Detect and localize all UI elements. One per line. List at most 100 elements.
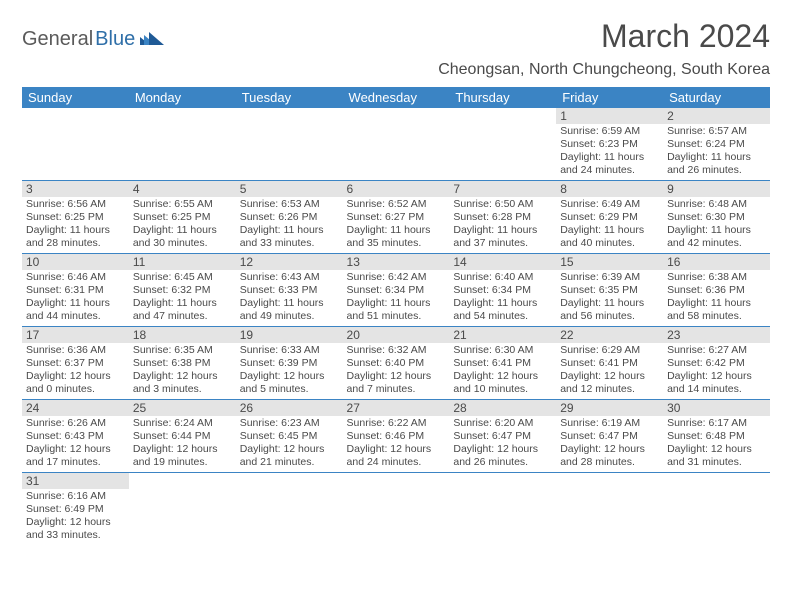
day-details: Sunrise: 6:40 AMSunset: 6:34 PMDaylight:… <box>449 270 556 326</box>
day-details: Sunrise: 6:52 AMSunset: 6:27 PMDaylight:… <box>343 197 450 253</box>
sunset-text: Sunset: 6:38 PM <box>133 357 232 370</box>
calendar-day-cell: 27Sunrise: 6:22 AMSunset: 6:46 PMDayligh… <box>343 400 450 473</box>
day-number: 1 <box>556 108 663 124</box>
sunrise-text: Sunrise: 6:24 AM <box>133 417 232 430</box>
sunset-text: Sunset: 6:33 PM <box>240 284 339 297</box>
calendar-day-cell: 22Sunrise: 6:29 AMSunset: 6:41 PMDayligh… <box>556 327 663 400</box>
sunset-text: Sunset: 6:34 PM <box>347 284 446 297</box>
day-number: 5 <box>236 181 343 197</box>
sunset-text: Sunset: 6:43 PM <box>26 430 125 443</box>
day-details: Sunrise: 6:42 AMSunset: 6:34 PMDaylight:… <box>343 270 450 326</box>
sunrise-text: Sunrise: 6:53 AM <box>240 198 339 211</box>
day-details: Sunrise: 6:56 AMSunset: 6:25 PMDaylight:… <box>22 197 129 253</box>
day-details: Sunrise: 6:29 AMSunset: 6:41 PMDaylight:… <box>556 343 663 399</box>
day-details: Sunrise: 6:22 AMSunset: 6:46 PMDaylight:… <box>343 416 450 472</box>
sunrise-text: Sunrise: 6:17 AM <box>667 417 766 430</box>
calendar-day-cell: 10Sunrise: 6:46 AMSunset: 6:31 PMDayligh… <box>22 254 129 327</box>
calendar-day-cell: 26Sunrise: 6:23 AMSunset: 6:45 PMDayligh… <box>236 400 343 473</box>
logo-text-general: General <box>22 28 93 51</box>
calendar-day-cell: 15Sunrise: 6:39 AMSunset: 6:35 PMDayligh… <box>556 254 663 327</box>
day-details: Sunrise: 6:30 AMSunset: 6:41 PMDaylight:… <box>449 343 556 399</box>
day-details: Sunrise: 6:26 AMSunset: 6:43 PMDaylight:… <box>22 416 129 472</box>
day-number: 16 <box>663 254 770 270</box>
calendar-day-cell: 18Sunrise: 6:35 AMSunset: 6:38 PMDayligh… <box>129 327 236 400</box>
calendar-day-cell: 7Sunrise: 6:50 AMSunset: 6:28 PMDaylight… <box>449 181 556 254</box>
daylight-text: Daylight: 11 hours and 30 minutes. <box>133 224 232 250</box>
weekday-header: Tuesday <box>236 87 343 108</box>
day-details: Sunrise: 6:48 AMSunset: 6:30 PMDaylight:… <box>663 197 770 253</box>
sunrise-text: Sunrise: 6:42 AM <box>347 271 446 284</box>
calendar-day-cell: 23Sunrise: 6:27 AMSunset: 6:42 PMDayligh… <box>663 327 770 400</box>
day-number: 21 <box>449 327 556 343</box>
sunset-text: Sunset: 6:46 PM <box>347 430 446 443</box>
sunset-text: Sunset: 6:37 PM <box>26 357 125 370</box>
daylight-text: Daylight: 12 hours and 21 minutes. <box>240 443 339 469</box>
weekday-header-row: Sunday Monday Tuesday Wednesday Thursday… <box>22 87 770 108</box>
daylight-text: Daylight: 12 hours and 14 minutes. <box>667 370 766 396</box>
calendar-day-cell: 24Sunrise: 6:26 AMSunset: 6:43 PMDayligh… <box>22 400 129 473</box>
calendar-day-cell: 28Sunrise: 6:20 AMSunset: 6:47 PMDayligh… <box>449 400 556 473</box>
daylight-text: Daylight: 12 hours and 7 minutes. <box>347 370 446 396</box>
sunset-text: Sunset: 6:31 PM <box>26 284 125 297</box>
day-details: Sunrise: 6:33 AMSunset: 6:39 PMDaylight:… <box>236 343 343 399</box>
calendar-day-cell <box>236 108 343 181</box>
calendar-day-cell: 30Sunrise: 6:17 AMSunset: 6:48 PMDayligh… <box>663 400 770 473</box>
calendar-day-cell <box>663 473 770 546</box>
calendar-day-cell <box>449 473 556 546</box>
weekday-header: Friday <box>556 87 663 108</box>
day-number: 17 <box>22 327 129 343</box>
daylight-text: Daylight: 12 hours and 26 minutes. <box>453 443 552 469</box>
day-details: Sunrise: 6:23 AMSunset: 6:45 PMDaylight:… <box>236 416 343 472</box>
sunrise-text: Sunrise: 6:57 AM <box>667 125 766 138</box>
calendar-day-cell: 25Sunrise: 6:24 AMSunset: 6:44 PMDayligh… <box>129 400 236 473</box>
daylight-text: Daylight: 11 hours and 40 minutes. <box>560 224 659 250</box>
daylight-text: Daylight: 12 hours and 33 minutes. <box>26 516 125 542</box>
daylight-text: Daylight: 12 hours and 12 minutes. <box>560 370 659 396</box>
sunset-text: Sunset: 6:39 PM <box>240 357 339 370</box>
sunrise-text: Sunrise: 6:23 AM <box>240 417 339 430</box>
day-details: Sunrise: 6:27 AMSunset: 6:42 PMDaylight:… <box>663 343 770 399</box>
day-details: Sunrise: 6:46 AMSunset: 6:31 PMDaylight:… <box>22 270 129 326</box>
calendar-day-cell: 8Sunrise: 6:49 AMSunset: 6:29 PMDaylight… <box>556 181 663 254</box>
day-number: 4 <box>129 181 236 197</box>
sunrise-text: Sunrise: 6:30 AM <box>453 344 552 357</box>
header: General Blue March 2024 Cheongsan, North… <box>22 18 770 79</box>
sunset-text: Sunset: 6:23 PM <box>560 138 659 151</box>
daylight-text: Daylight: 12 hours and 17 minutes. <box>26 443 125 469</box>
day-number: 19 <box>236 327 343 343</box>
day-number: 31 <box>22 473 129 489</box>
calendar-day-cell: 9Sunrise: 6:48 AMSunset: 6:30 PMDaylight… <box>663 181 770 254</box>
sunrise-text: Sunrise: 6:29 AM <box>560 344 659 357</box>
daylight-text: Daylight: 11 hours and 35 minutes. <box>347 224 446 250</box>
calendar-day-cell <box>129 108 236 181</box>
day-number: 26 <box>236 400 343 416</box>
calendar-day-cell: 16Sunrise: 6:38 AMSunset: 6:36 PMDayligh… <box>663 254 770 327</box>
calendar-week-row: 10Sunrise: 6:46 AMSunset: 6:31 PMDayligh… <box>22 254 770 327</box>
calendar-day-cell <box>556 473 663 546</box>
day-number: 12 <box>236 254 343 270</box>
day-number: 3 <box>22 181 129 197</box>
calendar-day-cell <box>343 108 450 181</box>
sunset-text: Sunset: 6:40 PM <box>347 357 446 370</box>
sunset-text: Sunset: 6:41 PM <box>560 357 659 370</box>
flag-icon <box>140 29 166 50</box>
sunset-text: Sunset: 6:27 PM <box>347 211 446 224</box>
day-details: Sunrise: 6:17 AMSunset: 6:48 PMDaylight:… <box>663 416 770 472</box>
logo: General Blue <box>22 28 166 51</box>
weekday-header: Thursday <box>449 87 556 108</box>
calendar-day-cell: 11Sunrise: 6:45 AMSunset: 6:32 PMDayligh… <box>129 254 236 327</box>
title-block: March 2024 Cheongsan, North Chungcheong,… <box>438 18 770 79</box>
calendar-day-cell <box>449 108 556 181</box>
daylight-text: Daylight: 11 hours and 33 minutes. <box>240 224 339 250</box>
day-details: Sunrise: 6:55 AMSunset: 6:25 PMDaylight:… <box>129 197 236 253</box>
sunset-text: Sunset: 6:45 PM <box>240 430 339 443</box>
calendar-day-cell: 29Sunrise: 6:19 AMSunset: 6:47 PMDayligh… <box>556 400 663 473</box>
day-details: Sunrise: 6:57 AMSunset: 6:24 PMDaylight:… <box>663 124 770 180</box>
sunset-text: Sunset: 6:44 PM <box>133 430 232 443</box>
sunset-text: Sunset: 6:25 PM <box>133 211 232 224</box>
sunrise-text: Sunrise: 6:59 AM <box>560 125 659 138</box>
daylight-text: Daylight: 12 hours and 24 minutes. <box>347 443 446 469</box>
day-number: 24 <box>22 400 129 416</box>
sunrise-text: Sunrise: 6:36 AM <box>26 344 125 357</box>
day-number: 20 <box>343 327 450 343</box>
